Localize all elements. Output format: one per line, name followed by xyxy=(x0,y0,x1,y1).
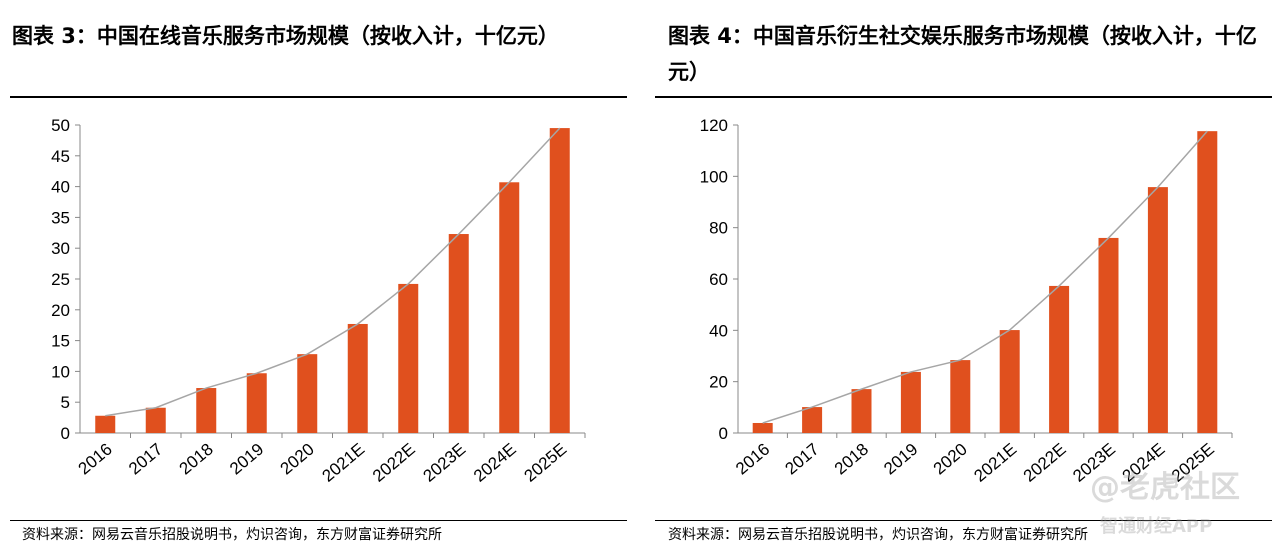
x-tick-label: 2019 xyxy=(226,440,267,479)
bar xyxy=(1098,237,1119,433)
bar xyxy=(549,128,570,433)
x-tick-label: 2020 xyxy=(277,440,318,479)
trend-line xyxy=(762,130,1208,424)
x-tick-label: 2017 xyxy=(781,440,822,479)
trend-line xyxy=(105,127,561,417)
source-rule xyxy=(655,520,1272,521)
chart-title: 图表 4：中国音乐衍生社交娱乐服务市场规模（按收入计，十亿元） xyxy=(668,24,1257,84)
x-tick-label: 2019 xyxy=(880,440,921,479)
x-tick-label: 2022E xyxy=(1020,440,1070,486)
y-tick-label: 40 xyxy=(709,321,728,340)
y-tick-label: 30 xyxy=(51,239,70,258)
x-tick-label: 2023E xyxy=(419,440,469,486)
bar xyxy=(95,415,116,433)
x-tick-label: 2020 xyxy=(930,440,971,479)
y-tick-label: 0 xyxy=(719,424,728,443)
y-tick-label: 100 xyxy=(700,167,728,186)
x-tick-label: 2016 xyxy=(732,440,773,479)
bar xyxy=(802,407,823,433)
bar xyxy=(448,234,469,433)
title-rule xyxy=(10,96,627,98)
x-tick-label: 2017 xyxy=(125,440,166,479)
bar xyxy=(196,388,217,433)
x-tick-label: 2018 xyxy=(831,440,872,479)
bar xyxy=(1197,131,1218,433)
y-tick-label: 40 xyxy=(51,178,70,197)
bar xyxy=(499,182,520,433)
source: 资料来源：网易云音乐招股说明书，灼识咨询，东方财富证券研究所 xyxy=(668,527,1088,543)
bar xyxy=(297,354,318,433)
bar xyxy=(950,360,971,433)
x-tick-label: 2022E xyxy=(369,440,419,486)
y-tick-label: 15 xyxy=(51,332,70,351)
x-tick-label: 2025E xyxy=(520,440,570,486)
bar xyxy=(145,407,166,433)
x-tick-label: 2021E xyxy=(318,440,368,486)
y-tick-label: 25 xyxy=(51,270,70,289)
y-tick-label: 45 xyxy=(51,147,70,166)
y-tick-label: 5 xyxy=(61,393,70,412)
y-tick-label: 60 xyxy=(709,270,728,289)
watermark: @老虎社区 xyxy=(1090,470,1240,505)
bar xyxy=(1049,285,1070,433)
y-tick-label: 35 xyxy=(51,208,70,227)
x-tick-label: 2024E xyxy=(470,440,520,486)
y-tick-label: 10 xyxy=(51,362,70,381)
bar xyxy=(752,422,773,433)
bar xyxy=(246,373,267,433)
y-tick-label: 20 xyxy=(709,373,728,392)
y-tick-label: 20 xyxy=(51,301,70,320)
bar xyxy=(1147,187,1168,433)
title-rule xyxy=(655,96,1272,98)
x-tick-label: 2018 xyxy=(176,440,217,479)
y-tick-label: 50 xyxy=(51,116,70,135)
chart-title: 图表 3：中国在线音乐服务市场规模（按收入计，十亿元） xyxy=(12,24,559,48)
bar xyxy=(347,323,368,433)
y-tick-label: 80 xyxy=(709,219,728,238)
bar xyxy=(851,389,872,433)
x-tick-label: 2021E xyxy=(970,440,1020,486)
bar xyxy=(999,330,1020,433)
y-tick-label: 120 xyxy=(700,116,728,135)
bar xyxy=(398,283,419,433)
source-rule xyxy=(10,520,627,521)
watermark: 智通财经APP xyxy=(1100,516,1213,537)
y-tick-label: 0 xyxy=(61,424,70,443)
bar xyxy=(900,371,921,433)
source: 资料来源：网易云音乐招股说明书，灼识咨询，东方财富证券研究所 xyxy=(22,527,442,543)
x-tick-label: 2016 xyxy=(75,440,116,479)
